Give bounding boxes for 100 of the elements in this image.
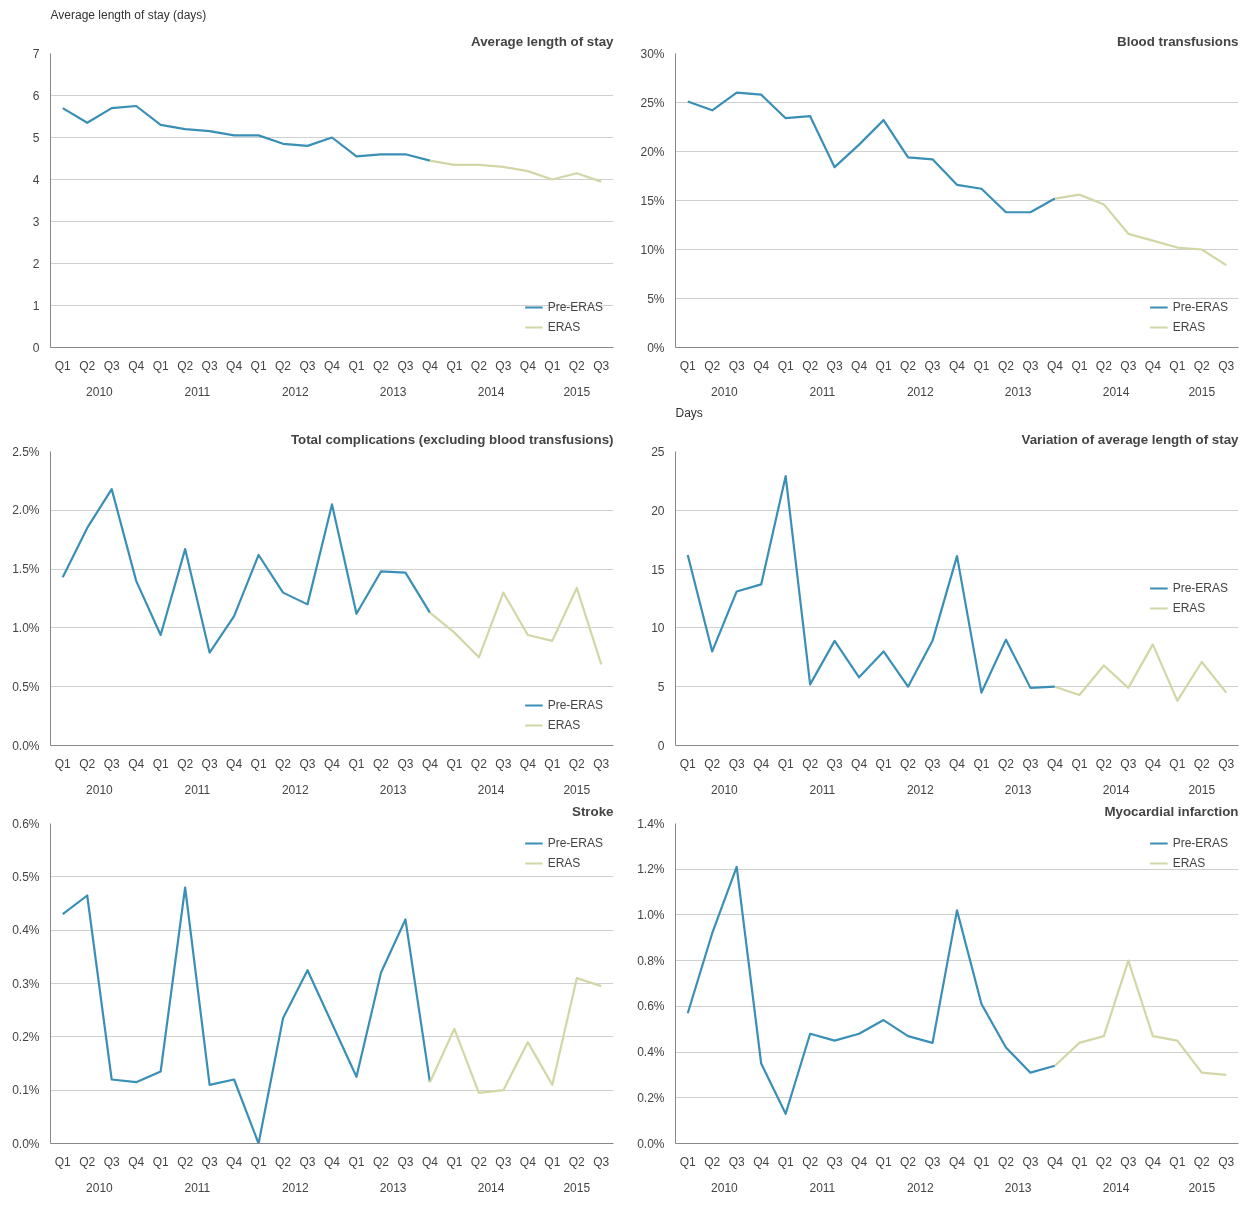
x-tick-label: Q1 (875, 358, 892, 373)
x-tick-label: Q4 (324, 1154, 341, 1169)
x-tick-label: Q2 (1095, 358, 1113, 373)
x-tick-label: Q2 (275, 1154, 292, 1169)
x-tick-label: Q1 (875, 1154, 892, 1169)
x-tick-label: Q1 (1169, 1154, 1186, 1169)
x-tick-label: Q2 (372, 756, 390, 771)
x-tick-label: Q2 (997, 756, 1015, 771)
x-tick-label: Q3 (826, 1154, 843, 1169)
x-tick-label: Q1 (348, 1154, 365, 1169)
x-tick-label: Q4 (324, 358, 341, 373)
y-tick-label: 0.8% (637, 953, 665, 968)
x-tick-label: Q2 (704, 1154, 721, 1169)
text: 2013 (1004, 384, 1032, 399)
legend-label: Pre-ERAS (547, 698, 603, 712)
x-tick-label: Q4 (421, 756, 439, 771)
y-tick-label: 1.0% (12, 620, 40, 635)
x-tick-label: Q3 (826, 358, 843, 373)
x-tick-label: Q2 (1193, 756, 1211, 771)
x-tick-label: Q2 (568, 358, 586, 373)
text: 2011 (809, 782, 836, 797)
text: 2013 (379, 782, 407, 797)
y-tick-label: 2 (32, 257, 40, 271)
x-tick-label: Q4 (1144, 1154, 1162, 1169)
x-tick-label: Q4 (226, 1154, 243, 1169)
text: 2015 (563, 384, 591, 399)
text: 2011 (184, 384, 211, 399)
y-tick-label: 6 (32, 89, 40, 103)
x-tick-label: Q4 (1144, 756, 1162, 771)
text: 2013 (1004, 782, 1032, 797)
x-tick-label: Q3 (299, 756, 316, 771)
x-tick-label: Q4 (949, 756, 966, 771)
y-tick-label: 0.1% (12, 1083, 40, 1098)
x-tick-label: Q4 (1046, 1154, 1064, 1169)
y-tick-label: 0 (32, 341, 40, 355)
x-tick-label: Q4 (851, 358, 868, 373)
x-tick-label: Q1 (152, 756, 169, 771)
x-tick-label: Q4 (753, 1154, 770, 1169)
y-axis-title: Average length of stay (days) (50, 7, 207, 22)
x-tick-label: Q1 (1071, 1154, 1088, 1169)
legend-label: ERAS (1172, 320, 1206, 334)
y-tick-label: 0.0% (12, 738, 40, 753)
x-tick-label: Q1 (152, 358, 169, 373)
y-tick-label: 7 (32, 47, 40, 61)
text: 2010 (86, 384, 114, 399)
x-tick-label: Q1 (250, 1154, 267, 1169)
x-tick-label: Q4 (1046, 756, 1064, 771)
x-tick-label: Q4 (421, 1154, 439, 1169)
chart-title: Blood transfusions (1117, 33, 1239, 49)
y-tick-label: 10 (651, 621, 665, 636)
x-tick-label: Q2 (1193, 358, 1211, 373)
x-tick-label: Q2 (802, 756, 819, 771)
x-tick-label: Q4 (949, 358, 966, 373)
y-tick-label: 1.4% (637, 816, 665, 831)
text: 2012 (281, 1180, 309, 1195)
text: 2015 (1188, 1180, 1216, 1195)
x-tick-label: Q1 (544, 756, 561, 771)
text: 2011 (809, 384, 836, 399)
x-tick-label: Q2 (802, 358, 819, 373)
text: 2014 (477, 1180, 505, 1195)
x-tick-label: Q2 (1095, 756, 1113, 771)
text: 2012 (281, 782, 309, 797)
text: 2015 (563, 1180, 591, 1195)
x-tick-label: Q2 (704, 358, 721, 373)
x-tick-label: Q2 (372, 358, 390, 373)
y-tick-label: 1.2% (637, 862, 665, 877)
text: 2015 (1188, 384, 1216, 399)
x-tick-label: Q3 (103, 358, 121, 373)
x-tick-label: Q2 (177, 358, 194, 373)
x-tick-label: Q4 (519, 756, 537, 771)
x-tick-label: Q3 (728, 1154, 746, 1169)
x-tick-label: Q4 (753, 756, 770, 771)
x-tick-label: Q1 (679, 358, 697, 373)
x-tick-label: Q1 (250, 358, 267, 373)
y-tick-label: 5 (32, 131, 40, 145)
text: 2015 (563, 782, 591, 797)
y-tick-label: 30% (640, 46, 665, 61)
x-tick-label: Q2 (177, 756, 194, 771)
legend-label: Pre-ERAS (1172, 836, 1228, 850)
x-tick-label: Q3 (397, 756, 414, 771)
chart-title: Average length of stay (471, 33, 615, 49)
x-tick-label: Q2 (470, 358, 488, 373)
x-tick-label: Q1 (348, 756, 365, 771)
x-tick-label: Q1 (777, 358, 794, 373)
x-tick-label: Q3 (299, 1154, 316, 1169)
x-tick-label: Q1 (1169, 358, 1186, 373)
x-tick-label: Q1 (875, 756, 892, 771)
x-tick-label: Q4 (128, 358, 145, 373)
text: 2011 (184, 1180, 211, 1195)
x-tick-label: Q4 (753, 358, 770, 373)
text: 2010 (711, 782, 739, 797)
x-tick-label: Q4 (949, 1154, 966, 1169)
legend-label: Pre-ERAS (1172, 581, 1228, 595)
x-tick-label: Q4 (226, 756, 243, 771)
y-tick-label: 0.4% (12, 923, 40, 938)
text: 2012 (906, 782, 934, 797)
y-tick-label: 4 (32, 173, 40, 187)
y-tick-label: 0% (647, 340, 665, 355)
x-tick-label: Q1 (679, 756, 697, 771)
y-tick-label: 2.0% (12, 503, 40, 518)
